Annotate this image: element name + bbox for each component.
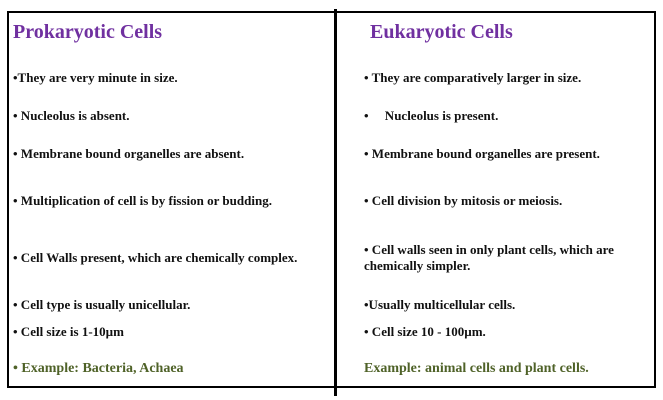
eukaryotic-item: • Cell walls seen in only plant cells, w… bbox=[364, 242, 614, 273]
eukaryotic-item: • Cell division by mitosis or meiosis. bbox=[364, 193, 563, 208]
prokaryotic-title: Prokaryotic Cells bbox=[13, 21, 163, 43]
prokaryotic-item: • Cell size is 1-10µm bbox=[13, 324, 124, 339]
eukaryotic-example: Example: animal cells and plant cells. bbox=[364, 361, 589, 376]
prokaryotic-item: • Cell type is usually unicellular. bbox=[13, 297, 191, 312]
comparison-table bbox=[7, 11, 656, 388]
prokaryotic-example: • Example: Bacteria, Achaea bbox=[13, 361, 184, 376]
eukaryotic-title: Eukaryotic Cells bbox=[370, 21, 513, 43]
prokaryotic-item: •They are very minute in size. bbox=[13, 70, 178, 85]
eukaryotic-item: • They are comparatively larger in size. bbox=[364, 70, 582, 85]
column-divider bbox=[334, 9, 337, 396]
eukaryotic-item: •Usually multicellular cells. bbox=[364, 297, 516, 312]
eukaryotic-item: • Cell size 10 - 100µm. bbox=[364, 324, 486, 339]
prokaryotic-item: • Multiplication of cell is by fission o… bbox=[13, 193, 272, 208]
prokaryotic-item: • Nucleolus is absent. bbox=[13, 108, 130, 123]
eukaryotic-item: • Nucleolus is present. bbox=[364, 108, 499, 123]
prokaryotic-item: • Membrane bound organelles are absent. bbox=[13, 146, 245, 161]
prokaryotic-item: • Cell Walls present, which are chemical… bbox=[13, 250, 298, 265]
eukaryotic-item: • Membrane bound organelles are present. bbox=[364, 146, 600, 161]
